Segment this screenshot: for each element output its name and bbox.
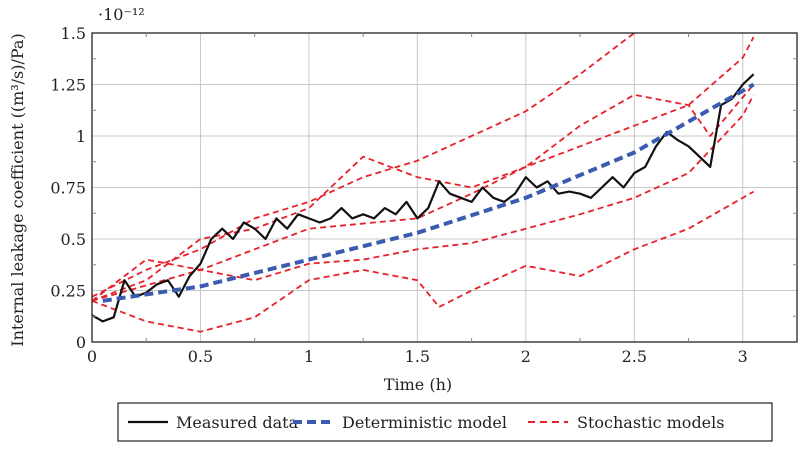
x-tick-label: 3 bbox=[738, 347, 748, 366]
stochastic-model-line bbox=[91, 32, 635, 298]
y-tick-label: 1.25 bbox=[50, 76, 86, 95]
x-tick-label: 1 bbox=[304, 347, 314, 366]
y-axis-label: Internal leakage coefficient ((m³/s)/Pa) bbox=[8, 33, 27, 346]
y-tick-label: 0.25 bbox=[50, 282, 86, 301]
y-tick-label: 0.5 bbox=[61, 230, 86, 249]
y-tick-label: 1 bbox=[76, 127, 86, 146]
series-group bbox=[91, 32, 755, 333]
stochastic-model-line bbox=[91, 36, 755, 302]
legend: Measured data Deterministic model Stochast… bbox=[117, 402, 773, 442]
x-axis-label: Time (h) bbox=[384, 375, 452, 394]
stochastic-model-line bbox=[91, 83, 755, 302]
x-tick-label: 2 bbox=[521, 347, 531, 366]
y-tick-label: 0 bbox=[76, 333, 86, 352]
x-tick-label: 0.5 bbox=[188, 347, 213, 366]
y-tick-label: 0.75 bbox=[50, 179, 86, 198]
ticks: 0 0.5 1 1.5 2 2.5 3 0 0.25 0.5 0.75 1 1.25 1.5 bbox=[50, 24, 797, 366]
x-tick-label: 0 bbox=[87, 347, 97, 366]
legend-label: Stochastic models bbox=[577, 413, 724, 432]
legend-box bbox=[117, 402, 773, 442]
legend-label: Deterministic model bbox=[342, 413, 507, 432]
x-tick-label: 2.5 bbox=[622, 347, 647, 366]
plot-frame bbox=[91, 32, 798, 343]
y-tick-label: 1.5 bbox=[61, 24, 86, 43]
x-tick-label: 1.5 bbox=[405, 347, 430, 366]
deterministic-model-line bbox=[102, 82, 755, 303]
y-multiplier: ·10⁻¹² bbox=[98, 5, 145, 24]
stochastic-model-line bbox=[91, 190, 755, 333]
legend-label: Measured data bbox=[176, 413, 299, 432]
stochastic-model-line bbox=[91, 94, 755, 302]
measured-data-line bbox=[91, 73, 755, 323]
